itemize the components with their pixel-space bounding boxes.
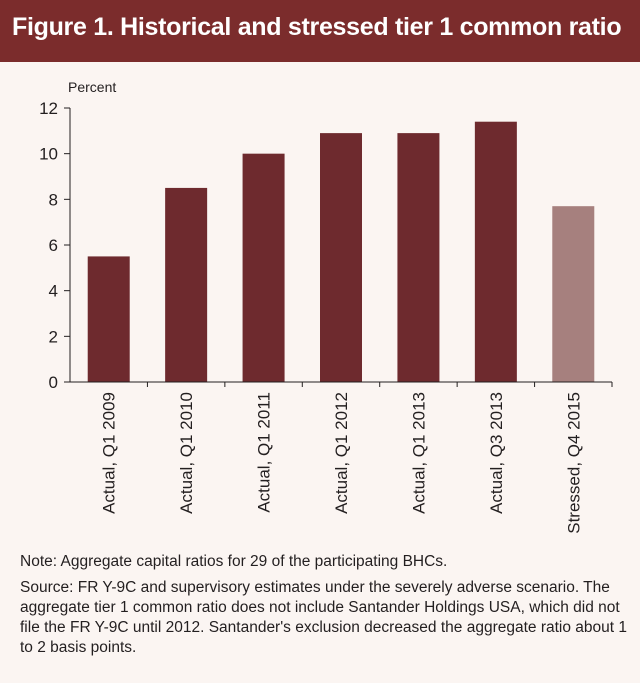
- bar-actual: [87, 256, 130, 382]
- figure-title: Figure 1. Historical and stressed tier 1…: [12, 13, 622, 41]
- y-tick-label: 0: [49, 373, 58, 392]
- x-tick-label: Actual, Q1 2009: [100, 392, 119, 514]
- y-tick-label: 6: [49, 236, 58, 255]
- x-tick-label: Actual, Q1 2012: [332, 392, 351, 514]
- bars: [87, 121, 595, 382]
- source-text: Source: FR Y-9C and supervisory estimate…: [20, 579, 627, 656]
- figure-header: Figure 1. Historical and stressed tier 1…: [0, 0, 640, 62]
- bar-actual: [397, 133, 440, 382]
- y-tick-label: 12: [39, 99, 58, 118]
- y-tick-label: 4: [49, 282, 58, 301]
- x-tick-label: Actual, Q3 2013: [487, 392, 506, 514]
- y-axis-label: Percent: [68, 79, 116, 95]
- note-text: Note: Aggregate capital ratios for 29 of…: [20, 553, 448, 570]
- y-tick-label: 2: [49, 327, 58, 346]
- bar-actual: [165, 187, 208, 382]
- bar-actual: [320, 133, 362, 382]
- figure-notes: Note: Aggregate capital ratios for 29 of…: [20, 552, 630, 664]
- bar-actual: [242, 153, 285, 382]
- x-axis-labels: Actual, Q1 2009 Actual, Q1 2010 Actual, Q1…: [100, 382, 613, 534]
- y-tick-label: 10: [39, 145, 58, 164]
- y-axis-ticks: 0 2 4 6 8 10 12: [39, 99, 70, 392]
- x-tick-label: Actual, Q1 2011: [255, 392, 274, 513]
- y-tick-label: 8: [49, 190, 58, 209]
- bar-stressed: [552, 206, 595, 382]
- x-tick-label: Stressed, Q4 2015: [564, 392, 583, 534]
- x-tick-label: Actual, Q1 2013: [409, 392, 428, 514]
- x-tick-label: Actual, Q1 2010: [177, 392, 196, 514]
- bar-actual: [474, 121, 517, 382]
